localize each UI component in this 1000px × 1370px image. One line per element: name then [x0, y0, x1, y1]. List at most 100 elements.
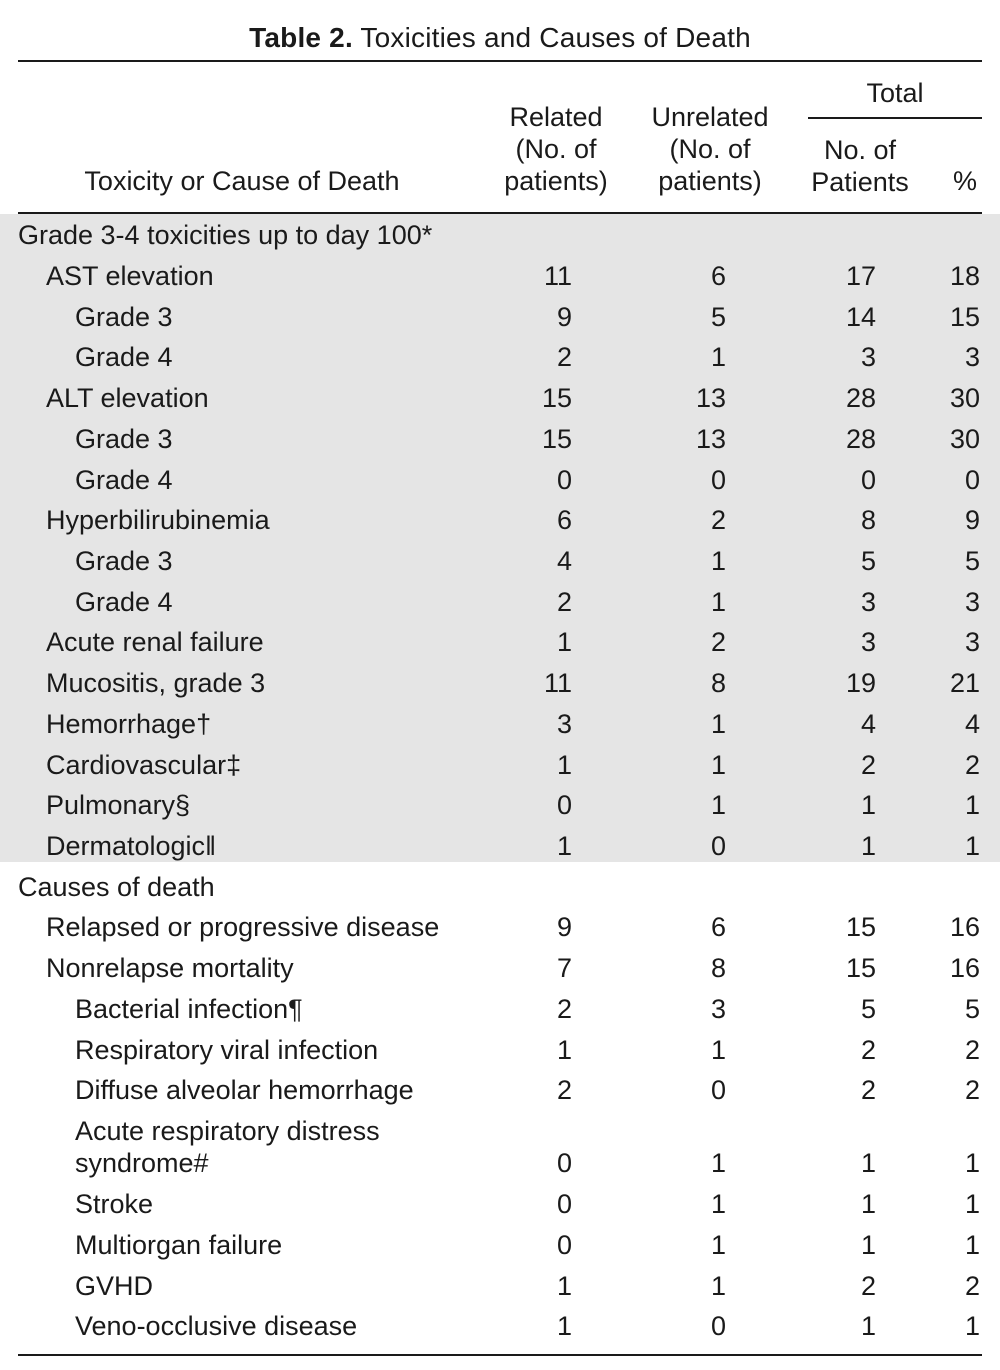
- related-count: 11: [543, 668, 572, 698]
- related-count: 2: [556, 1075, 572, 1105]
- header-related-line: Related: [509, 102, 603, 132]
- related-count: 7: [556, 953, 572, 983]
- related-count: 2: [556, 342, 572, 372]
- unrelated-count: 13: [695, 383, 726, 413]
- top-rule: [18, 60, 982, 62]
- row-label: Grade 4: [75, 465, 173, 495]
- total-count: 3: [860, 342, 876, 372]
- unrelated-count: 0: [710, 1075, 726, 1105]
- row-label: Nonrelapse mortality: [46, 953, 294, 983]
- unrelated-count: 13: [695, 424, 726, 454]
- row-label: Hemorrhage†: [46, 709, 212, 739]
- total-percent: 21: [949, 668, 980, 698]
- row-label: Causes of death: [18, 872, 215, 902]
- total-percent: 1: [964, 1311, 980, 1341]
- header-no-patients: No. of Patients: [800, 134, 920, 198]
- total-count: 3: [860, 587, 876, 617]
- total-percent: 30: [949, 424, 980, 454]
- total-count: 19: [845, 668, 876, 698]
- total-percent: 3: [964, 342, 980, 372]
- unrelated-count: 1: [710, 1148, 726, 1178]
- row-label: Cardiovascular‡: [46, 750, 242, 780]
- total-count: 5: [860, 546, 876, 576]
- total-percent: 2: [964, 1035, 980, 1065]
- row-label: Grade 3-4 toxicities up to day 100*: [18, 220, 433, 250]
- related-count: 1: [556, 831, 572, 861]
- header-unrelated-line: (No. of: [669, 134, 751, 164]
- unrelated-count: 1: [710, 1230, 726, 1260]
- unrelated-count: 1: [710, 1271, 726, 1301]
- row-label: Bacterial infection¶: [75, 994, 303, 1024]
- total-percent: 1: [964, 1148, 980, 1178]
- total-count: 8: [860, 505, 876, 535]
- total-percent: 3: [964, 587, 980, 617]
- unrelated-count: 1: [710, 1035, 726, 1065]
- row-label: Stroke: [75, 1189, 154, 1219]
- table-title-label: Table 2.: [249, 22, 353, 53]
- total-percent: 18: [949, 261, 980, 291]
- unrelated-count: 5: [710, 302, 726, 332]
- total-percent: 9: [964, 505, 980, 535]
- header-percent: %: [952, 166, 977, 196]
- header-unrelated: Unrelated (No. of patients): [640, 101, 780, 197]
- unrelated-count: 1: [710, 790, 726, 820]
- table-title-text: Toxicities and Causes of Death: [352, 22, 751, 53]
- total-count: 1: [860, 790, 876, 820]
- total-count: 28: [845, 424, 876, 454]
- unrelated-count: 1: [710, 546, 726, 576]
- row-label: AST elevation: [46, 261, 214, 291]
- header-no-patients-line: Patients: [811, 167, 909, 197]
- total-count: 14: [845, 302, 876, 332]
- header-no-patients-line: No. of: [823, 135, 897, 165]
- total-count: 1: [860, 1230, 876, 1260]
- total-count: 28: [845, 383, 876, 413]
- row-label: Hyperbilirubinemia: [46, 505, 270, 535]
- total-percent: 30: [949, 383, 980, 413]
- related-count: 3: [556, 709, 572, 739]
- related-count: 1: [556, 750, 572, 780]
- total-percent: 0: [964, 465, 980, 495]
- toxicities-section-background: [0, 214, 1000, 862]
- total-count: 3: [860, 627, 876, 657]
- total-percent: 2: [964, 750, 980, 780]
- related-count: 9: [556, 302, 572, 332]
- total-percent: 5: [964, 546, 980, 576]
- total-count: 2: [860, 1075, 876, 1105]
- total-count: 5: [860, 994, 876, 1024]
- total-count: 17: [845, 261, 876, 291]
- unrelated-count: 1: [710, 1189, 726, 1219]
- total-percent: 1: [964, 1189, 980, 1219]
- row-label: Grade 3: [75, 424, 173, 454]
- related-count: 1: [556, 1035, 572, 1065]
- row-label: syndrome#: [75, 1148, 209, 1178]
- total-count: 2: [860, 750, 876, 780]
- row-label: Relapsed or progressive disease: [46, 912, 440, 942]
- unrelated-count: 8: [710, 668, 726, 698]
- related-count: 0: [556, 1189, 572, 1219]
- total-percent: 15: [949, 302, 980, 332]
- unrelated-count: 6: [710, 912, 726, 942]
- unrelated-count: 2: [710, 627, 726, 657]
- header-toxicity: Toxicity or Cause of Death: [84, 166, 400, 196]
- related-count: 1: [556, 627, 572, 657]
- unrelated-count: 1: [710, 587, 726, 617]
- total-count: 15: [845, 912, 876, 942]
- related-count: 9: [556, 912, 572, 942]
- header-related-line: patients): [504, 166, 608, 196]
- row-label: Respiratory viral infection: [75, 1035, 379, 1065]
- related-count: 2: [556, 994, 572, 1024]
- header-unrelated-line: Unrelated: [651, 102, 769, 132]
- total-percent: 16: [949, 912, 980, 942]
- total-count: 2: [860, 1035, 876, 1065]
- row-label: ALT elevation: [46, 383, 209, 413]
- unrelated-count: 6: [710, 261, 726, 291]
- header-related: Related (No. of patients): [496, 101, 616, 197]
- total-percent: 1: [964, 1230, 980, 1260]
- bottom-rule: [18, 1354, 982, 1356]
- unrelated-count: 3: [710, 994, 726, 1024]
- total-count: 1: [860, 831, 876, 861]
- related-count: 11: [543, 261, 572, 291]
- related-count: 15: [541, 383, 572, 413]
- row-label: Grade 3: [75, 302, 173, 332]
- related-count: 0: [556, 465, 572, 495]
